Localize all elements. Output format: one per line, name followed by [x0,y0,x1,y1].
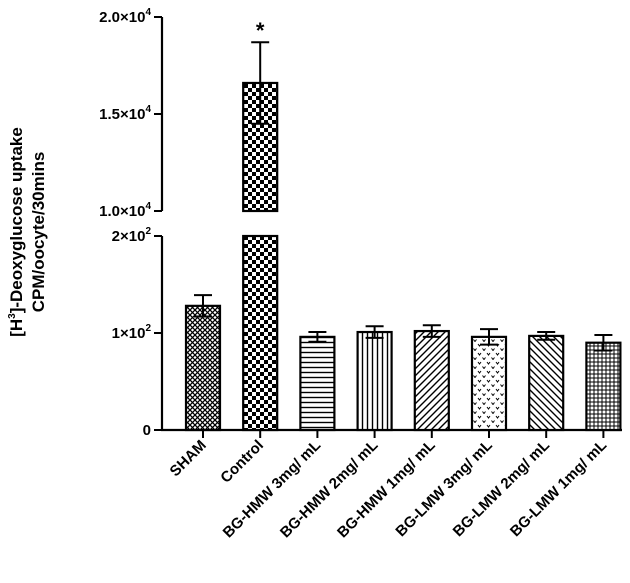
category-label-0: SHAM [167,437,210,480]
category-label-1: Control [217,437,267,487]
category-label-4: BG-HMW 1mg/ mL [334,437,439,542]
significance-marker-0: * [256,18,265,43]
y-tick-label-upper-1: 1.5×104 [99,104,151,123]
bar-0 [184,304,222,432]
bar-1-lower [242,234,279,432]
category-label-6: BG-LMW 2mg/ mL [450,437,553,540]
y-tick-label-upper-0: 1.0×104 [99,201,151,220]
category-label-3: BG-HMW 2mg/ mL [277,437,382,542]
y-tick-label-lower-0: 0 [143,422,151,439]
bar-group-2 [299,331,336,432]
bar-2 [299,335,336,432]
bar-6 [528,334,565,432]
bar-7 [585,341,622,432]
bar-3 [356,330,393,432]
bar-group-4 [413,324,450,432]
bar-group-5 [470,328,508,432]
bars: * [184,18,622,432]
y-tick-label-lower-1: 1×102 [112,323,152,342]
bar-4 [413,329,450,432]
y-tick-label-upper-2: 2.0×104 [99,7,151,26]
bar-group-6 [528,331,565,432]
bar-group-1 [242,41,279,432]
bar-group-0 [184,294,222,432]
bar-group-3 [356,325,393,432]
y-tick-label-lower-2: 2×102 [112,226,152,245]
category-label-2: BG-HMW 3mg/ mL [220,437,325,542]
y-axis-title-line1: [H3]-Deoxyglucose uptake [7,127,26,337]
category-label-5: BG-LMW 3mg/ mL [392,437,495,540]
y-axis-title-line2: CPM/oocyte/30mins [29,152,48,313]
axes: 0 1×102 2×102 1.0×104 1.5×104 2.0×104 [99,7,622,439]
bar-group-7 [585,333,622,432]
category-label-7: BG-LMW 1mg/ mL [507,437,610,540]
bar-5 [470,335,508,432]
y-axis-title: [H3]-Deoxyglucose uptake CPM/oocyte/30mi… [7,127,48,337]
